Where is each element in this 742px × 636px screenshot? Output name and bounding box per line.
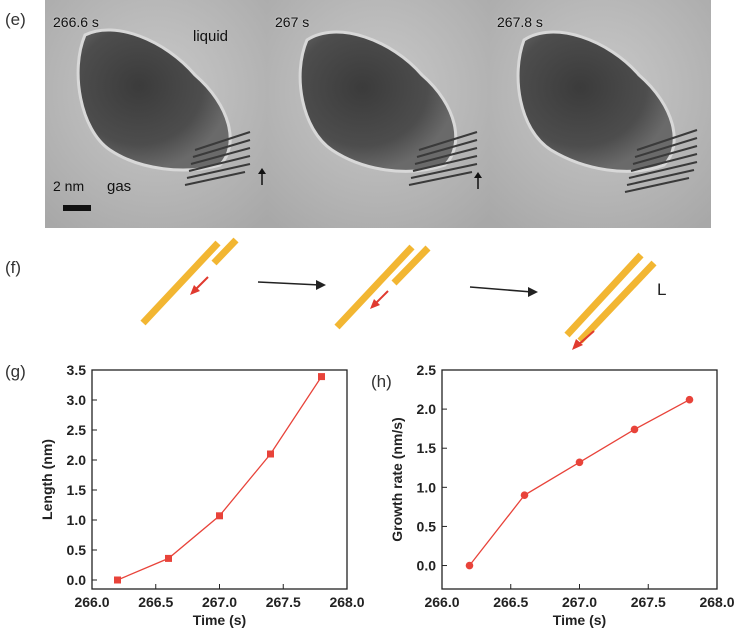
y-tick-label: 1.5 bbox=[417, 440, 437, 456]
y-tick-label: 2.5 bbox=[67, 422, 87, 438]
x-axis-label: Time (s) bbox=[193, 612, 246, 628]
y-tick-label: 0.5 bbox=[67, 542, 87, 558]
growth-rate-chart: 266.0 266.5 267.0 267.5 268.0 0.0 0.5 1.0 1.5 2.0… bbox=[389, 362, 735, 628]
data-point bbox=[165, 554, 172, 562]
schematic-stage-3 bbox=[564, 252, 657, 350]
x-tick-label: 267.0 bbox=[562, 594, 597, 610]
y-tick-label: 1.5 bbox=[67, 482, 87, 498]
y-tick-label: 3.5 bbox=[67, 362, 87, 378]
data-point bbox=[685, 395, 694, 404]
scale-bar bbox=[63, 205, 91, 211]
panel-label-g: (g) bbox=[5, 362, 26, 381]
data-point bbox=[520, 491, 529, 499]
y-tick-label: 3.0 bbox=[67, 392, 87, 408]
tem-image-strip: 266.6 s liquid gas 2 nm 267 s bbox=[45, 0, 711, 228]
x-tick-label: 266.0 bbox=[74, 594, 109, 610]
x-tick-label: 267.0 bbox=[202, 594, 237, 610]
rod-short bbox=[391, 245, 431, 286]
y-tick-label: 0.5 bbox=[417, 518, 437, 534]
panel-label-h: (h) bbox=[371, 372, 392, 391]
y-axis-label: Length (nm) bbox=[39, 439, 55, 520]
data-point bbox=[216, 512, 223, 520]
rod-long bbox=[564, 252, 644, 338]
tem-frame-2-image bbox=[267, 0, 489, 228]
y-tick-label: 2.0 bbox=[67, 452, 87, 468]
series-line bbox=[468, 399, 690, 566]
tem-frame-1-image bbox=[45, 0, 267, 228]
panel-label-f: (f) bbox=[5, 258, 22, 277]
x-tick-label: 266.5 bbox=[493, 594, 528, 610]
x-tick-label: 268.0 bbox=[699, 594, 734, 610]
frame-time-1: 266.6 s bbox=[53, 14, 99, 30]
tem-frame-3: 267.8 s bbox=[489, 0, 711, 228]
x-tick-label: 266.0 bbox=[424, 594, 459, 610]
schematic-stage-1 bbox=[140, 237, 239, 326]
length-label-L: L bbox=[657, 280, 666, 299]
data-point bbox=[630, 425, 639, 434]
rod-long bbox=[334, 244, 415, 330]
tem-frame-1: 266.6 s liquid gas 2 nm bbox=[45, 0, 267, 228]
series-line bbox=[117, 376, 323, 581]
data-point bbox=[575, 458, 584, 467]
data-point bbox=[114, 576, 121, 584]
process-arrow-icon bbox=[257, 281, 321, 286]
gas-label: gas bbox=[107, 178, 132, 195]
panel-label-e: (e) bbox=[5, 10, 26, 29]
rod-short bbox=[211, 237, 239, 266]
data-point bbox=[318, 373, 325, 381]
y-tick-label: 2.0 bbox=[417, 401, 437, 417]
x-tick-label: 267.5 bbox=[631, 594, 666, 610]
rod-short bbox=[577, 260, 657, 344]
growth-arrow-icon bbox=[577, 330, 595, 346]
feature-arrow-icon bbox=[474, 172, 482, 189]
growth-arrow-head-icon bbox=[572, 339, 583, 350]
schematic-stage-2 bbox=[334, 244, 431, 330]
data-point bbox=[267, 450, 274, 458]
length-chart: 266.0 266.5 267.0 267.5 268.0 0.0 0.5 1.0 1.5 2.0… bbox=[39, 362, 365, 628]
growth-arrow-head-icon bbox=[370, 299, 380, 309]
x-tick-label: 267.5 bbox=[266, 594, 301, 610]
y-tick-label: 1.0 bbox=[417, 479, 437, 495]
frame-time-2: 267 s bbox=[275, 14, 310, 30]
x-tick-label: 268.0 bbox=[329, 594, 364, 610]
tem-frame-2: 267 s bbox=[267, 0, 489, 228]
process-arrow-head-icon bbox=[528, 287, 538, 297]
tem-frame-3-image bbox=[489, 0, 711, 228]
y-tick-label: 2.5 bbox=[417, 362, 437, 378]
growth-schematic: L bbox=[140, 237, 666, 350]
feature-arrow-icon bbox=[258, 168, 266, 185]
y-tick-label: 1.0 bbox=[67, 512, 87, 528]
rod-long bbox=[140, 240, 221, 326]
process-arrow-head-icon bbox=[316, 280, 326, 290]
liquid-label: liquid bbox=[193, 28, 229, 45]
plot-frame bbox=[441, 369, 718, 590]
x-axis-label: Time (s) bbox=[553, 612, 606, 628]
y-axis-label: Growth rate (nm/s) bbox=[389, 417, 405, 541]
plot-frame bbox=[91, 369, 348, 590]
scale-bar-label: 2 nm bbox=[53, 178, 85, 194]
frame-time-3: 267.8 s bbox=[497, 14, 543, 30]
process-arrow-icon bbox=[469, 286, 533, 293]
x-tick-label: 266.5 bbox=[138, 594, 173, 610]
growth-arrow-head-icon bbox=[190, 285, 200, 295]
y-tick-label: 0.0 bbox=[67, 572, 87, 588]
data-point bbox=[465, 561, 474, 570]
y-tick-label: 0.0 bbox=[417, 558, 437, 574]
